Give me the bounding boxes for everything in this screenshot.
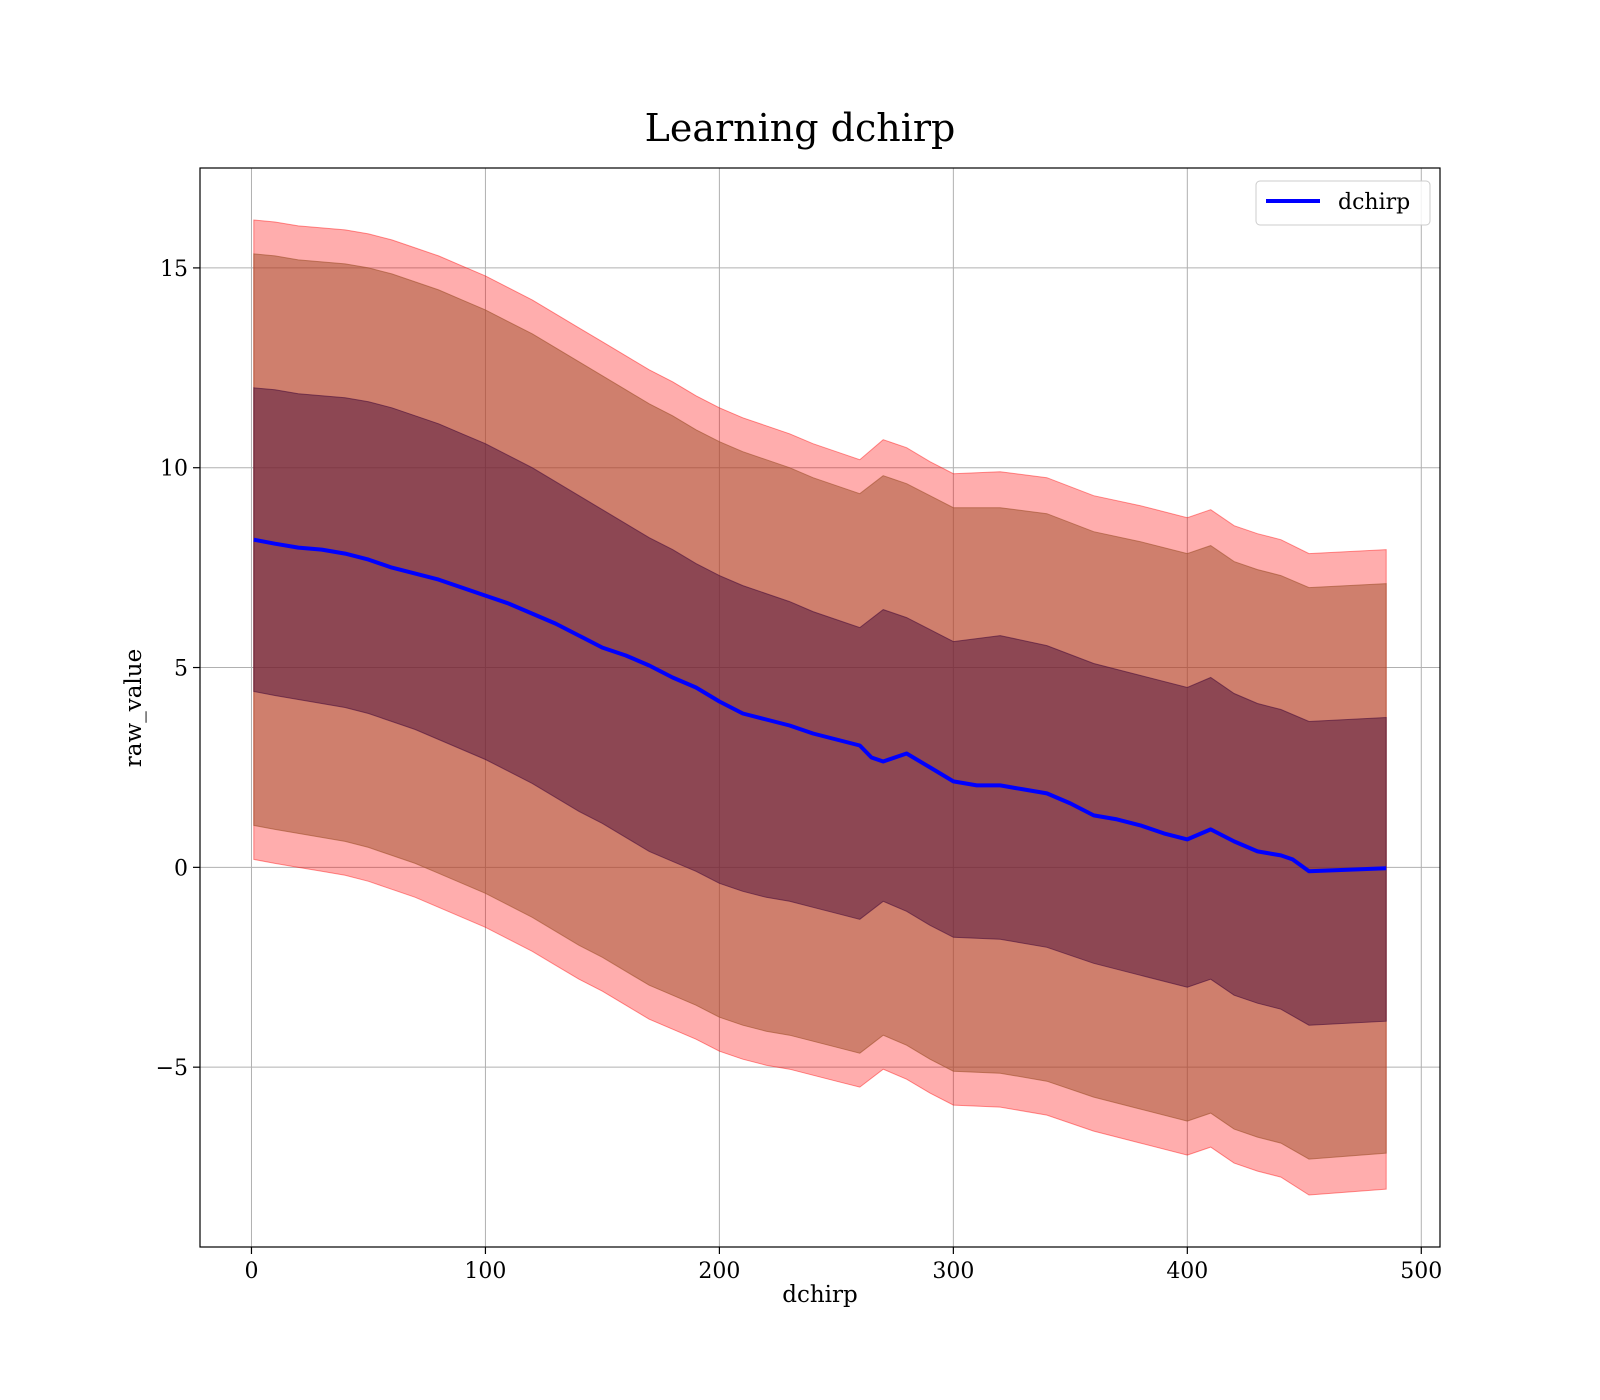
chart-title: Learning dchirp xyxy=(645,106,956,150)
x-tick-label-1: 100 xyxy=(464,1259,506,1284)
legend: dchirp xyxy=(1255,180,1431,226)
series-line-dchirp xyxy=(253,537,1387,874)
x-tick-label-2: 200 xyxy=(698,1259,740,1284)
y-tick-label-4: 15 xyxy=(160,257,188,282)
x-tick-label-4: 400 xyxy=(1166,1259,1208,1284)
x-axis-ticks: 0 100 200 300 400 500 xyxy=(244,1247,1442,1284)
y-tick-label-1: 0 xyxy=(174,856,188,881)
y-tick-label-0: −5 xyxy=(156,1056,188,1081)
y-tick-label-3: 10 xyxy=(160,457,188,482)
legend-box xyxy=(1255,180,1431,226)
plot-frame xyxy=(199,167,1441,1248)
x-tick-label-3: 300 xyxy=(932,1259,974,1284)
band-2 xyxy=(253,387,1387,1026)
legend-label-dchirp: dchirp xyxy=(1338,190,1410,215)
x-tick-label-0: 0 xyxy=(244,1259,258,1284)
y-axis-label: raw_value xyxy=(121,649,147,767)
y-axis-ticks: −5 0 5 10 15 xyxy=(156,257,200,1081)
x-tick-label-5: 500 xyxy=(1400,1259,1442,1284)
series-lines xyxy=(253,537,1387,874)
y-tick-label-2: 5 xyxy=(174,657,188,682)
confidence-bands xyxy=(253,219,1387,1196)
x-axis-label: dchirp xyxy=(782,1282,858,1308)
